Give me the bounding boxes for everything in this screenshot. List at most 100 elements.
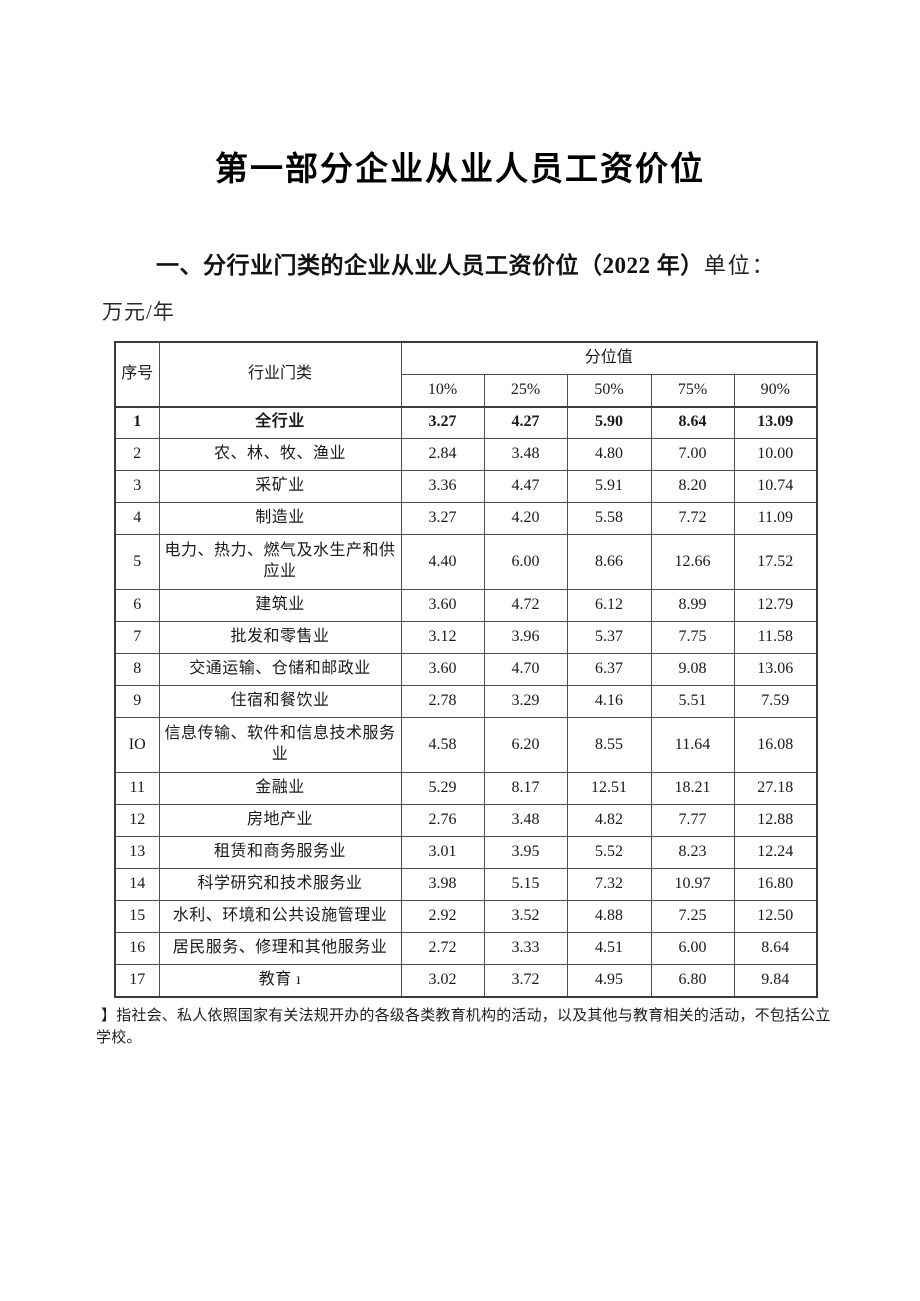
value-cell: 6.12	[566, 589, 652, 623]
value-cell: 5.58	[566, 502, 652, 536]
seq-cell: 5	[114, 534, 160, 591]
industry-cell: 采矿业	[158, 470, 402, 504]
value-cell: 10.74	[733, 470, 818, 504]
table-row: 14 科学研究和技术服务业 3.98 5.15 7.32 10.97 16.80	[114, 868, 818, 902]
seq-cell: 17	[114, 964, 160, 998]
value-cell: 10.00	[733, 438, 818, 472]
industry-cell: 电力、热力、燃气及水生产和供应业	[158, 534, 402, 591]
seq-cell: 13	[114, 836, 160, 870]
industry-cell: 居民服务、修理和其他服务业	[158, 932, 402, 966]
value-cell: 3.27	[400, 502, 485, 536]
seq-cell: 9	[114, 685, 160, 719]
value-cell: 2.78	[400, 685, 485, 719]
value-cell: 6.00	[483, 534, 568, 591]
header-percentile-75: 75%	[650, 373, 735, 408]
value-cell: 4.27	[483, 406, 568, 440]
industry-cell: 农、林、牧、渔业	[158, 438, 402, 472]
value-cell: 3.98	[400, 868, 485, 902]
value-cell: 7.77	[650, 804, 735, 838]
value-cell: 6.37	[566, 653, 652, 687]
industry-cell: 信息传输、软件和信息技术服务业	[158, 717, 402, 774]
value-cell: 12.24	[733, 836, 818, 870]
table-row: 9 住宿和餐饮业 2.78 3.29 4.16 5.51 7.59	[114, 685, 818, 719]
industry-cell: 教育 ı	[158, 964, 402, 998]
value-cell: 6.80	[650, 964, 735, 998]
seq-cell: IO	[114, 717, 160, 774]
value-cell: 3.29	[483, 685, 568, 719]
table-row: 6 建筑业 3.60 4.72 6.12 8.99 12.79	[114, 589, 818, 623]
value-cell: 4.88	[566, 900, 652, 934]
value-cell: 4.40	[400, 534, 485, 591]
value-cell: 12.79	[733, 589, 818, 623]
section-heading: 一、分行业门类的企业从业人员工资价位（2022 年）单位：	[112, 252, 920, 280]
value-cell: 3.12	[400, 621, 485, 655]
table-row: 17 教育 ı 3.02 3.72 4.95 6.80 9.84	[114, 964, 818, 998]
value-cell: 8.55	[566, 717, 652, 774]
value-cell: 6.20	[483, 717, 568, 774]
value-cell: 8.17	[483, 772, 568, 806]
value-cell: 2.76	[400, 804, 485, 838]
value-cell: 3.33	[483, 932, 568, 966]
value-cell: 16.08	[733, 717, 818, 774]
table-row: 7 批发和零售业 3.12 3.96 5.37 7.75 11.58	[114, 621, 818, 655]
value-cell: 5.90	[566, 406, 652, 440]
seq-cell: 7	[114, 621, 160, 655]
value-cell: 13.09	[733, 406, 818, 440]
industry-cell: 房地产业	[158, 804, 402, 838]
seq-cell: 15	[114, 900, 160, 934]
table-row: 5 电力、热力、燃气及水生产和供应业 4.40 6.00 8.66 12.66 17.52	[114, 534, 818, 591]
industry-cell: 科学研究和技术服务业	[158, 868, 402, 902]
table-header-row-top: 序号 行业门类 分位值	[114, 341, 818, 408]
header-percentile-50: 50%	[566, 373, 652, 408]
header-seq: 序号	[114, 341, 160, 408]
industry-cell: 全行业	[158, 406, 402, 440]
seq-cell: 14	[114, 868, 160, 902]
value-cell: 3.52	[483, 900, 568, 934]
unit-value: 万元/年	[102, 299, 175, 324]
value-cell: 11.64	[650, 717, 735, 774]
table-header-row-sub: 10% 25% 50% 75% 90%	[115, 373, 818, 408]
industry-cell: 水利、环境和公共设施管理业	[158, 900, 402, 934]
table-row: 8 交通运输、仓储和邮政业 3.60 4.70 6.37 9.08 13.06	[114, 653, 818, 687]
seq-cell: 11	[114, 772, 160, 806]
value-cell: 7.72	[650, 502, 735, 536]
seq-cell: 3	[114, 470, 160, 504]
seq-cell: 4	[114, 502, 160, 536]
section-heading-text: 一、分行业门类的企业从业人员工资价位（2022 年）	[156, 252, 704, 278]
value-cell: 7.75	[650, 621, 735, 655]
value-cell: 6.00	[650, 932, 735, 966]
value-cell: 8.20	[650, 470, 735, 504]
value-cell: 9.08	[650, 653, 735, 687]
value-cell: 11.09	[733, 502, 818, 536]
value-cell: 2.92	[400, 900, 485, 934]
value-cell: 11.58	[733, 621, 818, 655]
value-cell: 12.50	[733, 900, 818, 934]
value-cell: 3.72	[483, 964, 568, 998]
value-cell: 8.99	[650, 589, 735, 623]
table-header: 序号 行业门类 分位值 10% 25% 50% 75% 90%	[114, 341, 818, 408]
value-cell: 7.00	[650, 438, 735, 472]
value-cell: 4.47	[483, 470, 568, 504]
value-cell: 4.70	[483, 653, 568, 687]
value-cell: 10.97	[650, 868, 735, 902]
seq-cell: 1	[114, 406, 160, 440]
industry-cell: 住宿和餐饮业	[158, 685, 402, 719]
value-cell: 4.20	[483, 502, 568, 536]
value-cell: 5.29	[400, 772, 485, 806]
seq-cell: 2	[114, 438, 160, 472]
value-cell: 4.58	[400, 717, 485, 774]
value-cell: 8.66	[566, 534, 652, 591]
value-cell: 12.88	[733, 804, 818, 838]
value-cell: 5.52	[566, 836, 652, 870]
value-cell: 5.15	[483, 868, 568, 902]
table-row: 4 制造业 3.27 4.20 5.58 7.72 11.09	[114, 502, 818, 536]
value-cell: 9.84	[733, 964, 818, 998]
value-cell: 4.95	[566, 964, 652, 998]
unit-label: 单位：	[703, 252, 776, 278]
value-cell: 8.64	[650, 406, 735, 440]
value-cell: 12.66	[650, 534, 735, 591]
value-cell: 12.51	[566, 772, 652, 806]
value-cell: 3.60	[400, 589, 485, 623]
value-cell: 8.64	[733, 932, 818, 966]
